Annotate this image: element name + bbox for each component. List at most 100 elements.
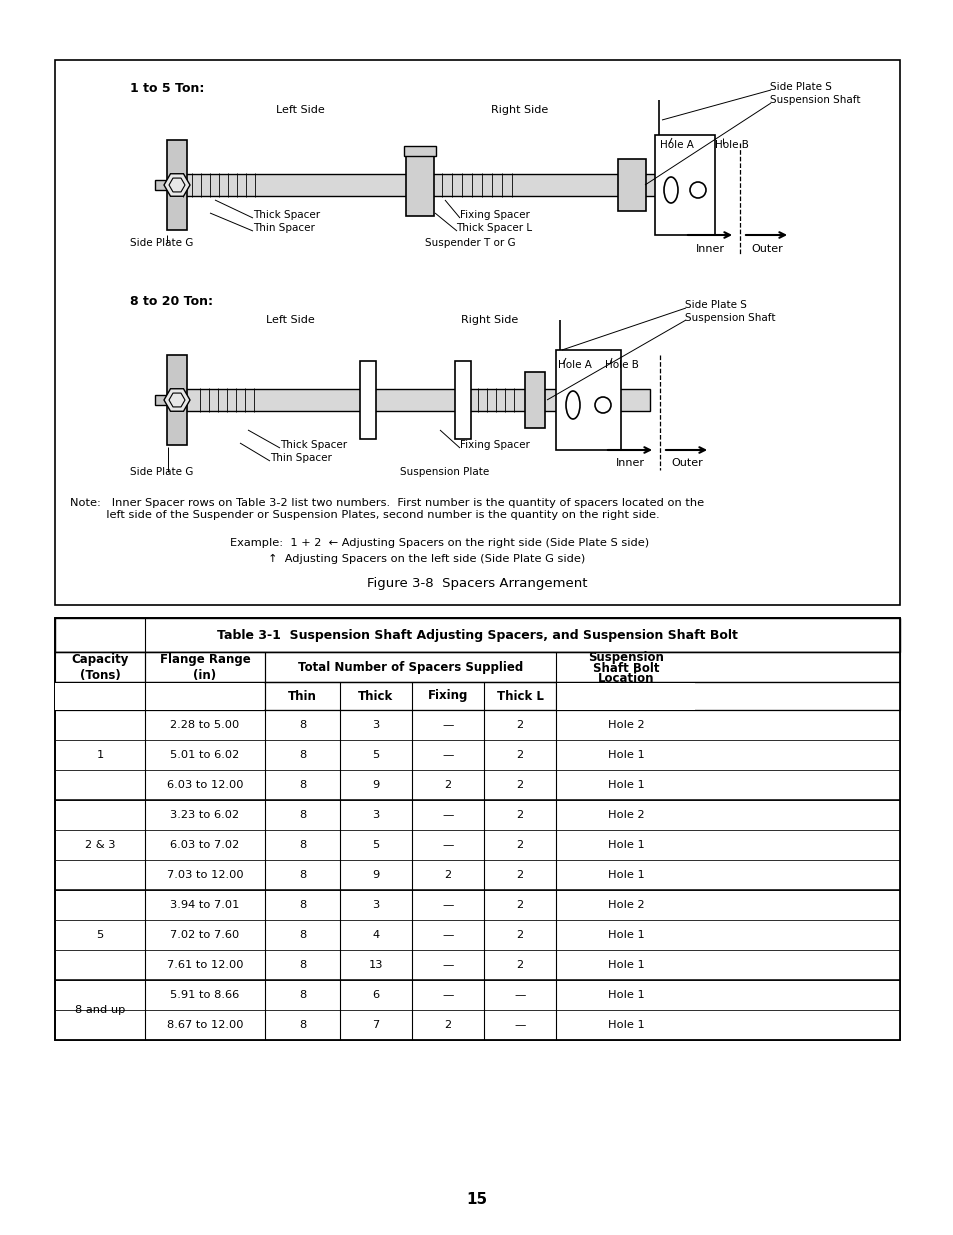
Text: 9: 9 xyxy=(372,781,379,790)
Text: 8: 8 xyxy=(298,720,306,730)
Text: Capacity: Capacity xyxy=(71,653,129,667)
Text: 2: 2 xyxy=(516,750,523,760)
Text: 2: 2 xyxy=(516,900,523,910)
Text: Thick L: Thick L xyxy=(497,689,543,703)
Text: 15: 15 xyxy=(466,1193,487,1208)
Text: Side Plate S: Side Plate S xyxy=(769,82,831,91)
Text: 9: 9 xyxy=(372,869,379,881)
Bar xyxy=(618,159,645,211)
Text: —: — xyxy=(514,1020,525,1030)
Text: —: — xyxy=(442,750,454,760)
Text: Suspender T or G: Suspender T or G xyxy=(424,238,515,248)
Text: 2: 2 xyxy=(516,781,523,790)
Bar xyxy=(55,1010,899,1040)
Text: —: — xyxy=(442,990,454,1000)
Bar xyxy=(55,618,899,652)
Bar xyxy=(55,830,899,860)
Text: 7.03 to 12.00: 7.03 to 12.00 xyxy=(167,869,243,881)
Text: 2 & 3: 2 & 3 xyxy=(85,840,115,850)
Text: 5: 5 xyxy=(96,930,104,940)
Text: 3.23 to 6.02: 3.23 to 6.02 xyxy=(171,810,239,820)
Text: Side Plate S: Side Plate S xyxy=(684,300,746,310)
Text: Total Number of Spacers Supplied: Total Number of Spacers Supplied xyxy=(297,661,522,673)
Text: 8: 8 xyxy=(298,750,306,760)
Text: Thick: Thick xyxy=(358,689,394,703)
Text: Hole A: Hole A xyxy=(558,359,591,370)
Text: Hole 1: Hole 1 xyxy=(607,781,643,790)
Text: 3: 3 xyxy=(372,900,379,910)
Text: Right Side: Right Side xyxy=(461,315,518,325)
Ellipse shape xyxy=(689,182,705,198)
Bar xyxy=(655,135,714,235)
Text: 7: 7 xyxy=(372,1020,379,1030)
Text: Suspension Shaft: Suspension Shaft xyxy=(684,312,775,324)
Ellipse shape xyxy=(663,177,678,203)
Text: Left Side: Left Side xyxy=(265,315,314,325)
Text: Hole 1: Hole 1 xyxy=(607,960,643,969)
Text: 2: 2 xyxy=(516,720,523,730)
Text: Note:   Inner Spacer rows on Table 3-2 list two numbers.  First number is the qu: Note: Inner Spacer rows on Table 3-2 lis… xyxy=(70,498,703,520)
Text: 6.03 to 12.00: 6.03 to 12.00 xyxy=(167,781,243,790)
Text: Hole 2: Hole 2 xyxy=(607,720,643,730)
Text: Hole 1: Hole 1 xyxy=(607,750,643,760)
Text: 13: 13 xyxy=(369,960,383,969)
Text: Left Side: Left Side xyxy=(275,105,324,115)
Text: 8: 8 xyxy=(298,869,306,881)
Text: 2: 2 xyxy=(516,840,523,850)
Text: Table 3-1  Suspension Shaft Adjusting Spacers, and Suspension Shaft Bolt: Table 3-1 Suspension Shaft Adjusting Spa… xyxy=(217,629,738,641)
Text: Fixing Spacer: Fixing Spacer xyxy=(459,440,529,450)
Text: 1: 1 xyxy=(96,750,104,760)
Bar xyxy=(55,950,899,981)
Bar xyxy=(174,389,649,411)
Text: 5.01 to 6.02: 5.01 to 6.02 xyxy=(171,750,239,760)
Text: 3.94 to 7.01: 3.94 to 7.01 xyxy=(171,900,239,910)
Text: Hole B: Hole B xyxy=(714,140,748,149)
Bar xyxy=(167,354,187,445)
Text: 2: 2 xyxy=(444,869,451,881)
Text: 2: 2 xyxy=(516,869,523,881)
Polygon shape xyxy=(164,389,190,411)
Text: Hole B: Hole B xyxy=(604,359,639,370)
Text: Suspension Shaft: Suspension Shaft xyxy=(769,95,860,105)
Text: 8: 8 xyxy=(298,1020,306,1030)
Text: Thick Spacer L: Thick Spacer L xyxy=(456,224,532,233)
Text: Location: Location xyxy=(598,673,654,685)
Text: Example:  1 + 2  ← Adjusting Spacers on the right side (Side Plate S side): Example: 1 + 2 ← Adjusting Spacers on th… xyxy=(230,538,648,548)
Text: 2.28 to 5.00: 2.28 to 5.00 xyxy=(171,720,239,730)
Bar xyxy=(524,372,544,429)
Bar xyxy=(55,682,899,710)
Text: 2: 2 xyxy=(444,1020,451,1030)
Text: Fixing Spacer: Fixing Spacer xyxy=(459,210,529,220)
Bar xyxy=(167,140,187,230)
Text: 5.91 to 8.66: 5.91 to 8.66 xyxy=(171,990,239,1000)
Polygon shape xyxy=(169,178,185,191)
Text: 6.03 to 7.02: 6.03 to 7.02 xyxy=(171,840,239,850)
Bar xyxy=(154,180,167,190)
Bar xyxy=(55,618,899,1040)
Text: —: — xyxy=(514,990,525,1000)
Text: 7.61 to 12.00: 7.61 to 12.00 xyxy=(167,960,243,969)
Text: Thin: Thin xyxy=(288,689,316,703)
Text: 8: 8 xyxy=(298,960,306,969)
Text: 8: 8 xyxy=(298,781,306,790)
Bar xyxy=(55,890,899,920)
Text: (Tons): (Tons) xyxy=(79,668,120,682)
Text: 8: 8 xyxy=(298,990,306,1000)
Bar xyxy=(55,61,899,605)
Ellipse shape xyxy=(595,396,610,412)
Text: ↑  Adjusting Spacers on the left side (Side Plate G side): ↑ Adjusting Spacers on the left side (Si… xyxy=(268,555,584,564)
Text: Suspension: Suspension xyxy=(587,651,663,663)
Text: —: — xyxy=(442,810,454,820)
Text: Outer: Outer xyxy=(670,458,702,468)
Text: —: — xyxy=(442,900,454,910)
Text: —: — xyxy=(442,720,454,730)
Polygon shape xyxy=(169,393,185,406)
Text: 2: 2 xyxy=(444,781,451,790)
Text: Fixing: Fixing xyxy=(427,689,468,703)
Bar xyxy=(556,683,695,709)
Bar xyxy=(455,361,471,438)
Text: 2: 2 xyxy=(516,930,523,940)
Text: 8: 8 xyxy=(298,930,306,940)
Text: 1 to 5 Ton:: 1 to 5 Ton: xyxy=(130,82,204,95)
Text: Hole 2: Hole 2 xyxy=(607,810,643,820)
